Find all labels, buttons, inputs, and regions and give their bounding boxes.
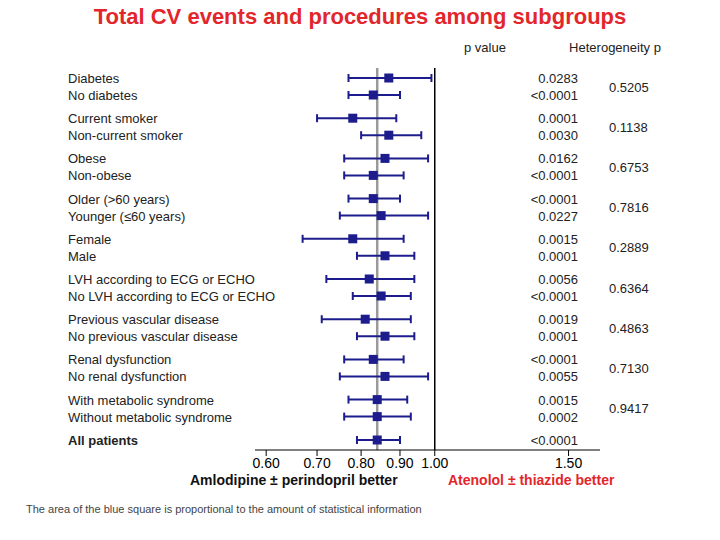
svg-text:0.80: 0.80 [347,455,374,471]
svg-text:Current smoker: Current smoker [68,111,158,126]
svg-text:<0.0001: <0.0001 [531,289,578,304]
svg-text:0.0227: 0.0227 [538,209,578,224]
svg-text:<0.0001: <0.0001 [531,192,578,207]
svg-text:0.0001: 0.0001 [538,329,578,344]
svg-text:<0.0001: <0.0001 [531,88,578,103]
svg-text:0.2889: 0.2889 [609,240,649,255]
svg-text:0.7130: 0.7130 [609,361,649,376]
svg-text:<0.0001: <0.0001 [531,168,578,183]
html-text:Amlodipine ± perindopril bette: Amlodipine ± perindopril better [190,472,398,488]
svg-text:0.0283: 0.0283 [538,71,578,86]
svg-text:<0.0001: <0.0001 [531,352,578,367]
svg-text:0.90: 0.90 [386,455,413,471]
svg-text:0.5205: 0.5205 [609,80,649,95]
svg-text:1.00: 1.00 [421,455,448,471]
svg-text:0.6364: 0.6364 [609,281,649,296]
svg-text:0.70: 0.70 [303,455,330,471]
svg-text:0.0162: 0.0162 [538,151,578,166]
svg-text:Non-current smoker: Non-current smoker [68,128,184,143]
svg-text:0.1138: 0.1138 [609,120,648,135]
svg-text:0.0002: 0.0002 [538,410,578,425]
html-text:p value: p value [464,40,506,55]
svg-text:With metabolic syndrome: With metabolic syndrome [68,393,214,408]
svg-text:No LVH according to ECG or ECH: No LVH according to ECG or ECHO [68,289,275,304]
svg-text:Female: Female [68,232,111,247]
svg-text:Male: Male [68,249,96,264]
svg-text:0.0019: 0.0019 [538,312,578,327]
svg-text:No renal dysfunction: No renal dysfunction [68,369,187,384]
svg-text:0.60: 0.60 [253,455,280,471]
svg-text:No diabetes: No diabetes [68,88,138,103]
svg-text:0.0001: 0.0001 [538,249,578,264]
svg-text:<0.0001: <0.0001 [531,433,578,448]
svg-text:LVH according to ECG or ECHO: LVH according to ECG or ECHO [68,272,255,287]
svg-text:Younger (≤60 years): Younger (≤60 years) [68,209,185,224]
svg-text:0.7816: 0.7816 [609,200,649,215]
html-text:Heterogeneity p: Heterogeneity p [569,40,661,55]
svg-text:Older (>60 years): Older (>60 years) [68,192,170,207]
svg-text:0.0055: 0.0055 [538,369,578,384]
svg-text:Previous vascular disease: Previous vascular disease [68,312,219,327]
svg-text:Non-obese: Non-obese [68,168,132,183]
html-text:The area of the blue square is: The area of the blue square is proportio… [26,503,422,515]
svg-text:Without metabolic syndrome: Without metabolic syndrome [68,410,232,425]
svg-text:0.4863: 0.4863 [609,321,649,336]
svg-text:No previous vascular disease: No previous vascular disease [68,329,238,344]
svg-text:0.9417: 0.9417 [609,401,649,416]
svg-text:0.0001: 0.0001 [538,111,578,126]
html-text:Atenolol ± thiazide better: Atenolol ± thiazide better [448,472,615,488]
svg-text:0.6753: 0.6753 [609,160,649,175]
svg-text:0.0015: 0.0015 [538,393,578,408]
svg-text:Obese: Obese [68,151,106,166]
svg-text:All patients: All patients [68,433,138,448]
svg-text:0.0030: 0.0030 [538,128,578,143]
svg-text:0.0056: 0.0056 [538,272,578,287]
svg-text:0.0015: 0.0015 [538,232,578,247]
svg-text:1.50: 1.50 [555,455,582,471]
svg-text:Renal dysfunction: Renal dysfunction [68,352,171,367]
svg-text:Diabetes: Diabetes [68,71,120,86]
html-text:Total CV events and procedures: Total CV events and procedures among sub… [93,4,627,29]
